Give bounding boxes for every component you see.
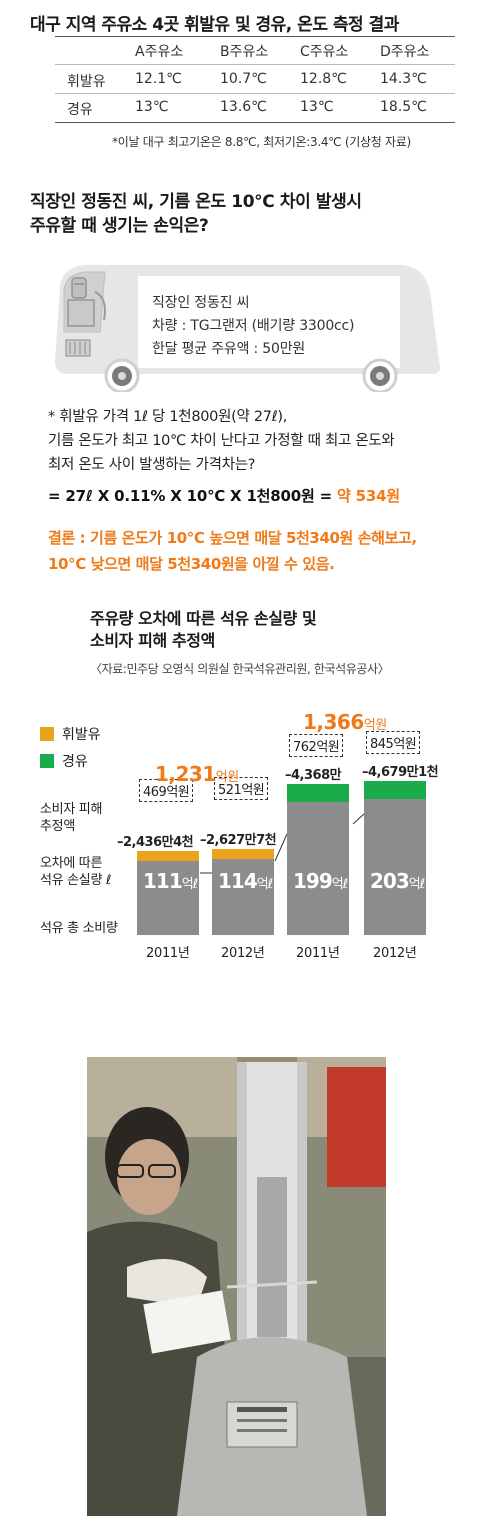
chart-area: 111억ℓ –2,436만4천 469억원 2011년 114억ℓ –2,627만7천 52… xyxy=(0,700,500,980)
conclusion-line: 결론 : 기름 온도가 10℃ 높으면 매달 5천340원 손해보고, xyxy=(48,529,417,547)
table-title: 대구 지역 주유소 4곳 휘발유 및 경유, 온도 측정 결과 xyxy=(30,15,399,35)
year-label: 2011년 xyxy=(296,946,340,961)
row-label-damage: 소비자 피해 추정액 xyxy=(40,801,102,835)
consumption-bar xyxy=(137,860,199,935)
consumption-number: 114 xyxy=(218,869,258,893)
consumption-value-label: 111억ℓ xyxy=(143,869,198,893)
consumption-number: 199 xyxy=(293,869,333,893)
table-cell: 18.5℃ xyxy=(380,99,427,115)
damage-value-box: 845억원 xyxy=(366,730,421,754)
consumption-value-label: 199억ℓ xyxy=(293,869,348,893)
damage-value-box: 521억원 xyxy=(214,776,269,800)
table-row-label: 휘발유 xyxy=(67,74,106,90)
consumption-value-label: 114억ℓ xyxy=(218,869,273,893)
table-rule xyxy=(55,93,455,94)
year-label: 2012년 xyxy=(221,946,265,961)
year-label: 2011년 xyxy=(146,946,190,961)
row-label-loss: 오차에 따른 석유 손실량 ℓ xyxy=(40,855,111,889)
question-line: 직장인 정동진 씨, 기름 온도 10℃ 차이 발생시 xyxy=(30,192,362,212)
table-bottom-rule xyxy=(55,122,455,123)
total-number: 1,366 xyxy=(303,710,364,734)
table-cell: 12.8℃ xyxy=(300,71,347,87)
total-value-label: 1,366억원 xyxy=(303,710,387,734)
legend-label-diesel: 경유 xyxy=(62,754,88,770)
diesel-loss-band xyxy=(364,780,426,799)
table-cell: 13℃ xyxy=(300,99,334,115)
consumption-unit: 억ℓ xyxy=(181,877,198,892)
table-header-a: A주유소 xyxy=(135,44,184,60)
question-line: 주유할 때 생기는 손익은? xyxy=(30,216,209,236)
table-header-d: D주유소 xyxy=(380,44,430,60)
truck-info-line: 차량 : TG그랜저 (배기량 3300cc) xyxy=(152,318,355,334)
chart-title-line: 소비자 피해 추정액 xyxy=(90,631,215,650)
row-label-line: 추정액 xyxy=(40,819,75,834)
diesel-loss-band xyxy=(287,783,349,802)
total-unit: 억원 xyxy=(215,770,239,785)
calc-line: * 휘발유 가격 1ℓ 당 1천800원(약 27ℓ), xyxy=(48,409,288,425)
table-header-c: C주유소 xyxy=(300,44,349,60)
consumption-number: 111 xyxy=(143,869,183,893)
table-header-b: B주유소 xyxy=(220,44,269,60)
total-value-label: 1,231억원 xyxy=(155,762,239,786)
consumption-bar xyxy=(364,798,426,935)
table-note: *이날 대구 최고기온은 8.8℃, 최저기온:3.4℃ (기상청 자료) xyxy=(112,135,411,149)
damage-value-box: 762억원 xyxy=(289,733,344,757)
connector-line xyxy=(274,833,288,862)
row-label-total: 석유 총 소비량 xyxy=(40,921,118,936)
consumption-value-label: 203억ℓ xyxy=(370,869,425,893)
gasoline-loss-band xyxy=(137,850,199,861)
legend-label-gasoline: 휘발유 xyxy=(62,727,101,743)
truck-info-line: 한달 평균 주유액 : 50만원 xyxy=(152,341,306,357)
consumption-bar xyxy=(212,858,274,935)
table-cell: 13℃ xyxy=(135,99,169,115)
calc-formula: = 27ℓ X 0.11% X 10℃ X 1천800원 = 약 534원 xyxy=(48,485,400,506)
chart-connectors xyxy=(200,813,365,874)
chart-title-line: 주유량 오차에 따른 석유 손실량 및 xyxy=(90,609,317,628)
gasoline-loss-band xyxy=(212,848,274,859)
row-label-line: 석유 손실량 ℓ xyxy=(40,873,112,888)
calc-line: 최저 온도 사이 발생하는 가격차는? xyxy=(48,457,256,473)
table-cell: 13.6℃ xyxy=(220,99,267,115)
total-unit: 억원 xyxy=(363,718,387,733)
conclusion-line: 10℃ 낮으면 매달 5천340원을 아낄 수 있음. xyxy=(48,555,335,573)
damage-value-box: 469억원 xyxy=(139,778,194,802)
consumption-unit: 억ℓ xyxy=(331,877,348,892)
formula-result: 약 534원 xyxy=(337,487,400,505)
legend-swatch-diesel xyxy=(40,754,54,768)
consumption-unit: 억ℓ xyxy=(408,877,425,892)
row-label-line: 오차에 따른 xyxy=(40,856,103,871)
chart-source: 〈자료:민주당 오영식 의원실 한국석유관리원, 한국석유공사〉 xyxy=(90,662,390,676)
consumption-bar xyxy=(287,801,349,935)
table-cell: 14.3℃ xyxy=(380,71,427,87)
consumption-unit: 억ℓ xyxy=(256,877,273,892)
table-cell: 12.1℃ xyxy=(135,71,182,87)
loss-value-label: –4,679만1천 xyxy=(362,764,439,780)
consumption-number: 203 xyxy=(370,869,410,893)
truck-info-line: 직장인 정동진 씨 xyxy=(152,295,250,311)
table-cell: 10.7℃ xyxy=(220,71,267,87)
table-rule xyxy=(55,64,455,65)
calc-line: 기름 온도가 최고 10℃ 차이 난다고 가정할 때 최고 온도와 xyxy=(48,433,395,449)
question-heading: 직장인 정동진 씨, 기름 온도 10℃ 차이 발생시 주유할 때 생기는 손익… xyxy=(30,190,362,238)
legend-swatch-gasoline xyxy=(40,727,54,741)
total-number: 1,231 xyxy=(155,762,216,786)
year-label: 2012년 xyxy=(373,946,417,961)
loss-value-label: –4,368만 xyxy=(285,767,342,783)
photo-fuel-temperature-measurement xyxy=(87,1057,386,1516)
formula-text: = 27ℓ X 0.11% X 10℃ X 1천800원 = xyxy=(48,487,332,505)
loss-value-label: –2,436만4천 xyxy=(117,834,194,850)
truck-illustration xyxy=(0,262,500,396)
table-row-label: 경유 xyxy=(67,102,93,118)
loss-value-label: –2,627만7천 xyxy=(200,832,277,848)
photo-image xyxy=(87,1057,386,1516)
truck-icon xyxy=(55,265,440,394)
table-top-rule xyxy=(55,36,455,37)
chart-title: 주유량 오차에 따른 석유 손실량 및 소비자 피해 추정액 xyxy=(90,608,317,652)
connector-line xyxy=(352,813,365,825)
row-label-line: 소비자 피해 xyxy=(40,802,103,817)
